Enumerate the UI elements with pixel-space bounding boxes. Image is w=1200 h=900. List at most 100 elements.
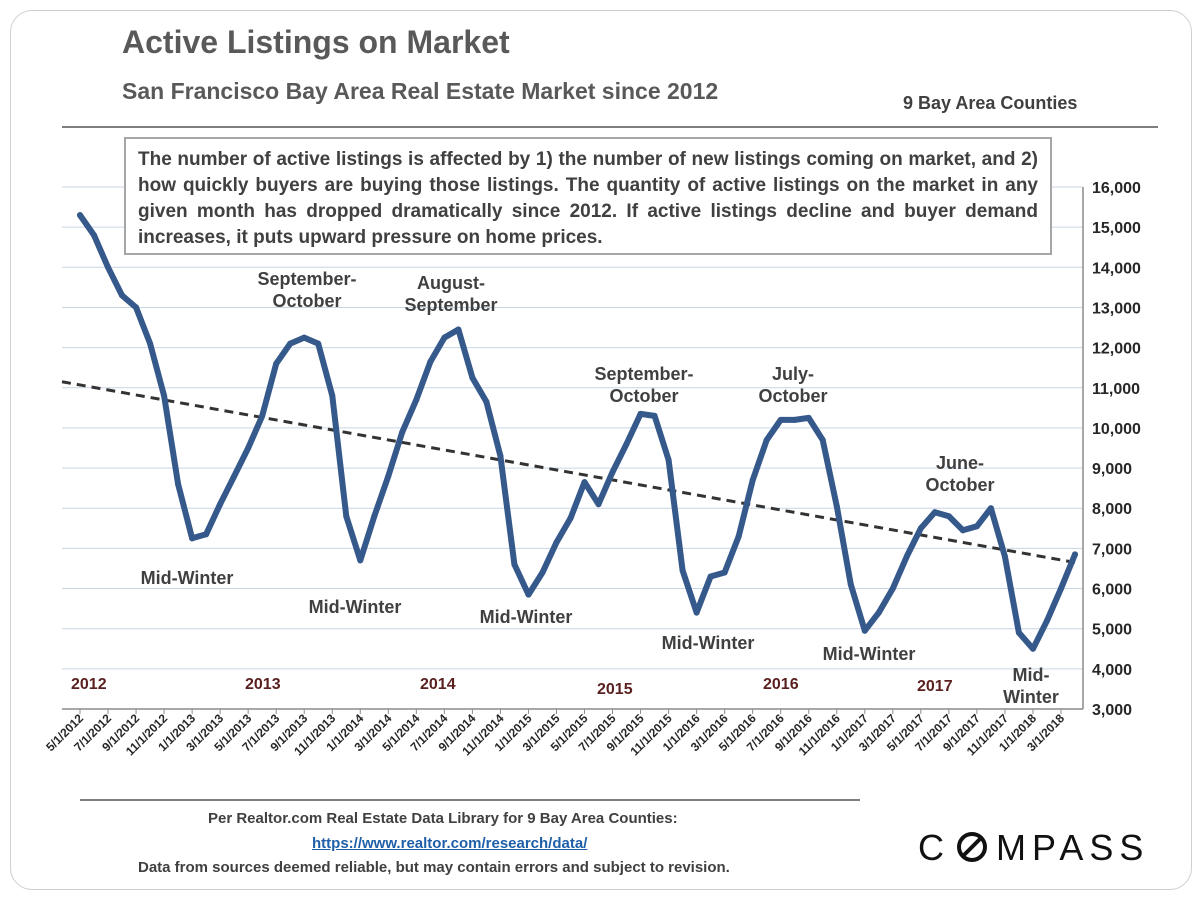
data-point — [329, 392, 336, 399]
annotation-low-2017: Mid-Winter — [823, 644, 916, 664]
annotation-peak-2016-line2: October — [758, 386, 827, 406]
data-point — [217, 501, 224, 508]
data-point — [539, 569, 546, 576]
y-tick-label: 6,000 — [1092, 582, 1132, 599]
svg-text:MPASS: MPASS — [996, 827, 1149, 868]
series-points — [77, 212, 1078, 652]
data-point — [1015, 629, 1022, 636]
annotation-peak-2015-line2: October — [609, 386, 678, 406]
data-point — [315, 340, 322, 347]
annotation-peak-2016-line1: July- — [772, 364, 814, 384]
footer-divider — [80, 799, 860, 801]
data-point — [119, 292, 126, 299]
source-line: Per Realtor.com Real Estate Data Library… — [208, 810, 678, 827]
annotation-low-2016: Mid-Winter — [662, 633, 755, 653]
y-tick-label: 3,000 — [1092, 702, 1132, 719]
year-label-2014: 2014 — [420, 676, 456, 693]
data-point — [749, 477, 756, 484]
data-point — [371, 513, 378, 520]
data-point — [889, 585, 896, 592]
data-point — [441, 334, 448, 341]
data-point — [175, 481, 182, 488]
data-point — [609, 469, 616, 476]
compass-logo: C MPASS — [918, 827, 1149, 868]
data-point — [203, 531, 210, 538]
year-label-2015: 2015 — [597, 681, 633, 698]
annotations: September- October August- September Sep… — [141, 269, 1059, 707]
year-label-2012: 2012 — [71, 676, 107, 693]
page-title: Active Listings on Market — [122, 24, 510, 60]
data-point — [161, 392, 168, 399]
y-tick-label: 14,000 — [1092, 260, 1141, 277]
description-box: The number of active listings is affecte… — [124, 137, 1052, 255]
data-point — [287, 340, 294, 347]
data-point — [623, 440, 630, 447]
data-point — [833, 503, 840, 510]
data-point — [189, 535, 196, 542]
data-point — [1057, 585, 1064, 592]
data-point — [805, 414, 812, 421]
data-point — [455, 326, 462, 333]
region-note: 9 Bay Area Counties — [903, 93, 1078, 113]
annotation-peak-2017-line2: October — [925, 475, 994, 495]
data-point — [273, 360, 280, 367]
data-point — [91, 232, 98, 239]
data-point — [581, 479, 588, 486]
data-point — [1029, 645, 1036, 652]
y-tick-label: 16,000 — [1092, 180, 1141, 197]
year-labels: 2012 2013 2014 2015 2016 2017 — [71, 676, 953, 698]
data-point — [301, 334, 308, 341]
data-point — [665, 457, 672, 464]
y-tick-label: 12,000 — [1092, 341, 1141, 358]
data-point — [399, 428, 406, 435]
data-point — [413, 396, 420, 403]
data-point — [1043, 617, 1050, 624]
disclaimer: Data from sources deemed reliable, but m… — [138, 859, 730, 876]
annotation-low-2015: Mid-Winter — [480, 607, 573, 627]
year-label-2017: 2017 — [917, 678, 953, 695]
data-point — [343, 513, 350, 520]
data-point — [693, 609, 700, 616]
data-point — [147, 340, 154, 347]
data-point — [1072, 551, 1078, 558]
y-tick-label: 13,000 — [1092, 300, 1141, 317]
y-tick-label: 9,000 — [1092, 461, 1132, 478]
header-divider — [62, 126, 1158, 128]
data-point — [469, 374, 476, 381]
trend-line — [61, 380, 1076, 564]
data-point — [105, 264, 112, 271]
data-point — [777, 416, 784, 423]
y-tick-label: 11,000 — [1092, 381, 1140, 398]
data-point — [133, 304, 140, 311]
y-tick-label: 15,000 — [1092, 220, 1141, 237]
source-link[interactable]: https://www.realtor.com/research/data/ — [312, 835, 588, 852]
data-point — [567, 515, 574, 522]
data-point — [595, 501, 602, 508]
y-tick-labels: 3,000 4,000 5,000 6,000 7,000 8,000 9,000 10,00… — [1092, 180, 1141, 719]
data-point — [861, 627, 868, 634]
data-point — [959, 527, 966, 534]
data-point — [791, 416, 798, 423]
page-subtitle: San Francisco Bay Area Real Estate Marke… — [122, 78, 719, 104]
y-tick-label: 4,000 — [1092, 662, 1132, 679]
data-point — [917, 525, 924, 532]
y-tick-label: 8,000 — [1092, 501, 1132, 518]
data-point — [987, 505, 994, 512]
data-point — [427, 358, 434, 365]
data-point — [553, 539, 560, 546]
data-point — [385, 473, 392, 480]
annotation-low-2018-line1: Mid- — [1013, 665, 1050, 685]
data-point — [231, 473, 238, 480]
series-line-active-listings — [77, 212, 1078, 652]
annotation-peak-2013-line1: September- — [257, 269, 356, 289]
data-point — [77, 212, 83, 219]
data-point — [847, 581, 854, 588]
annotation-low-2018-line2: Winter — [1003, 687, 1059, 707]
annotation-low-2014: Mid-Winter — [309, 597, 402, 617]
annotation-peak-2014-line1: August- — [417, 273, 485, 293]
data-point — [819, 436, 826, 443]
data-point — [497, 453, 504, 460]
gridlines — [62, 186, 1083, 670]
data-point — [707, 573, 714, 580]
data-point — [1001, 553, 1008, 560]
